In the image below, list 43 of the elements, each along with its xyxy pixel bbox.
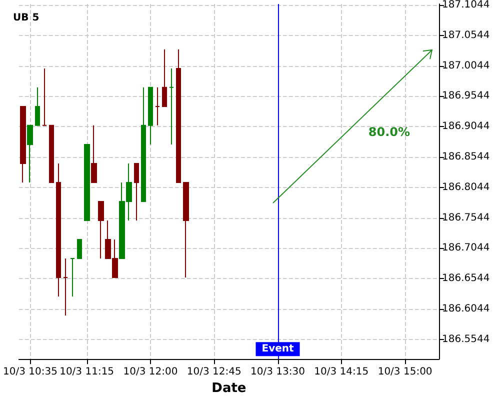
candlestick [20, 106, 26, 183]
candlestick [169, 68, 174, 145]
candlestick [183, 182, 189, 278]
y-tick-label: 186.6544 [442, 273, 490, 284]
candlestick [77, 238, 82, 259]
x-tick-label: 10/3 11:15 [60, 366, 114, 378]
y-tick-label: 187.0044 [442, 60, 490, 72]
candlestick [63, 258, 68, 316]
x-tick-label: 10/3 14:15 [314, 366, 369, 378]
text: UB 5 [13, 12, 40, 24]
x-axis-title: Date [212, 381, 246, 396]
y-tick-label: 186.5544 [442, 334, 490, 345]
annotation: 80.0% [368, 125, 410, 139]
x-tick-label: 10/3 12:00 [123, 366, 178, 378]
y-tick-label: 186.9544 [442, 90, 490, 102]
y-tick-label: 186.9044 [442, 121, 490, 132]
candlestick [155, 86, 160, 126]
x-tick-label: 10/3 15:00 [378, 366, 432, 378]
candlestick [70, 258, 75, 297]
candlestick [49, 124, 54, 183]
y-tick-label: 186.7044 [442, 242, 490, 254]
candlestick [98, 200, 104, 259]
candlestick [176, 48, 181, 183]
x-tick-label: 10/3 12:45 [186, 366, 242, 378]
candlestick [141, 86, 146, 202]
candlestick [35, 86, 40, 126]
y-tick-label: 186.8044 [442, 182, 490, 193]
candlestick [162, 48, 167, 107]
x-tick-label: 10/3 10:35 [3, 366, 58, 378]
y-tick-label: 187.1044 [442, 0, 490, 10]
ref-line-label: Event [262, 344, 294, 355]
candlestick [91, 124, 97, 183]
candlestick [42, 68, 47, 126]
candlestick [134, 162, 139, 221]
y-tick-label: 186.6044 [442, 304, 490, 314]
x-tick-label: 10/3 13:30 [250, 366, 305, 378]
y-tick-label: 186.7544 [442, 212, 490, 224]
candlestick [27, 124, 33, 183]
y-tick-label: 186.8544 [442, 151, 490, 162]
candlestick [56, 162, 61, 297]
candlestick [148, 86, 153, 145]
candlestick [84, 144, 90, 221]
y-tick-label: 187.0544 [442, 30, 490, 41]
